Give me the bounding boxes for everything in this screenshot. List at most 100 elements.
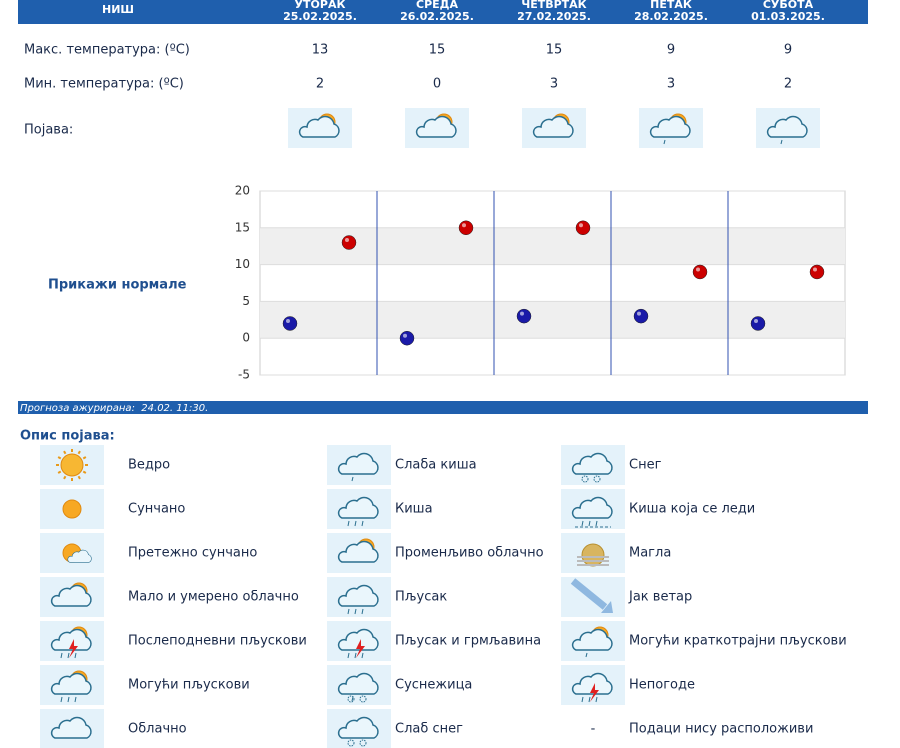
legend-label: Слаба киша <box>395 458 477 473</box>
weather-icon <box>40 621 104 661</box>
sun-ray <box>63 450 67 455</box>
weather-icon <box>327 709 391 748</box>
plot-area <box>259 190 846 376</box>
highlight <box>286 318 290 323</box>
day-name: ПЕТАК <box>650 0 692 11</box>
highlight <box>754 318 758 323</box>
cloud <box>50 716 92 739</box>
drop <box>581 696 584 703</box>
drop <box>585 652 588 658</box>
snowflake <box>347 739 355 747</box>
cloud <box>67 549 92 563</box>
y-tick-label: 20 <box>235 184 250 198</box>
day-name: СУБОТА <box>763 0 814 11</box>
legend-label: Сунчано <box>128 502 185 517</box>
highlight <box>345 238 349 243</box>
legend-label: Облачно <box>128 722 187 737</box>
drop <box>347 608 350 615</box>
weather-icon <box>561 489 625 529</box>
weather-icon <box>40 445 104 485</box>
cloud <box>649 115 691 138</box>
snowflake <box>581 475 589 483</box>
sun-ray <box>77 475 81 480</box>
legend-label: Подаци нису расположиви <box>629 722 813 737</box>
y-tick-label: 15 <box>235 220 250 234</box>
drop <box>60 696 63 703</box>
legend-label: Магла <box>629 546 671 561</box>
wind-head <box>601 601 613 613</box>
legend-label: Претежно сунчано <box>128 546 257 561</box>
min-dot <box>633 308 649 324</box>
legend-label: Киша <box>395 502 433 517</box>
sun-ray <box>57 456 62 460</box>
max-dot <box>458 220 474 236</box>
weather-icon <box>40 577 104 617</box>
max-dot <box>575 220 591 236</box>
weather-icon <box>561 665 625 705</box>
max-value: 9 <box>784 43 792 58</box>
max-value: 9 <box>667 43 675 58</box>
grid-band <box>260 301 845 339</box>
weather-icon <box>40 665 104 705</box>
drop <box>351 476 354 482</box>
cloud <box>337 540 379 563</box>
grid-band <box>260 227 845 265</box>
weather-icon <box>327 621 391 661</box>
snowflake <box>347 695 355 703</box>
sun-ray <box>57 470 62 474</box>
drop <box>361 608 364 615</box>
weather-icon <box>561 445 625 485</box>
day-date: 28.02.2025. <box>634 10 708 23</box>
weather-icon <box>522 108 586 148</box>
weather-icon <box>40 709 104 748</box>
day-date: 26.02.2025. <box>400 10 474 23</box>
update-bar <box>18 401 868 414</box>
drop <box>588 520 591 527</box>
drop <box>74 696 77 703</box>
weather-icon <box>40 489 104 529</box>
legend-title: Опис појава: <box>20 429 115 444</box>
legend-label: Јак ветар <box>628 590 692 605</box>
drop <box>581 520 584 527</box>
sun <box>60 453 84 477</box>
weather-icon <box>327 665 391 705</box>
show-normals-link[interactable]: Прикажи нормале <box>48 278 187 293</box>
sun-ray <box>82 470 87 474</box>
drop <box>60 652 63 659</box>
cloud <box>571 672 613 695</box>
bolt <box>356 639 365 658</box>
max-dot <box>341 235 357 250</box>
sun-ray <box>77 450 81 455</box>
weather-icon <box>288 108 352 148</box>
day-name: СРЕДА <box>416 0 458 11</box>
sun-ray <box>82 456 87 460</box>
highlight <box>579 223 583 228</box>
cloud <box>337 628 379 651</box>
legend-label: Послеподневни пљускови <box>128 634 307 649</box>
day-date: 27.02.2025. <box>517 10 591 23</box>
max-value: 13 <box>312 43 329 58</box>
drop <box>361 652 364 659</box>
snowflake <box>593 475 601 483</box>
weather-icon <box>327 533 391 573</box>
drop <box>351 696 354 702</box>
day-date: 01.03.2025. <box>751 10 825 23</box>
drop <box>780 139 783 145</box>
drop <box>361 520 364 527</box>
legend-label: Могући пљускови <box>128 678 250 693</box>
no-data-symbol: - <box>591 722 596 737</box>
cloud <box>766 115 808 138</box>
drop <box>67 696 70 703</box>
day-name: УТОРАК <box>295 0 346 11</box>
cloud <box>337 496 379 519</box>
legend-label: Могући краткотрајни пљускови <box>629 634 847 649</box>
highlight <box>813 267 817 272</box>
updated: Прогноза ажурирана: 24.02. 11:30. <box>20 403 208 414</box>
highlight <box>520 311 524 316</box>
bolt <box>69 639 78 658</box>
cloud <box>532 115 574 138</box>
weather-icon <box>561 577 625 617</box>
highlight <box>462 223 466 228</box>
max-value: 15 <box>546 43 563 58</box>
